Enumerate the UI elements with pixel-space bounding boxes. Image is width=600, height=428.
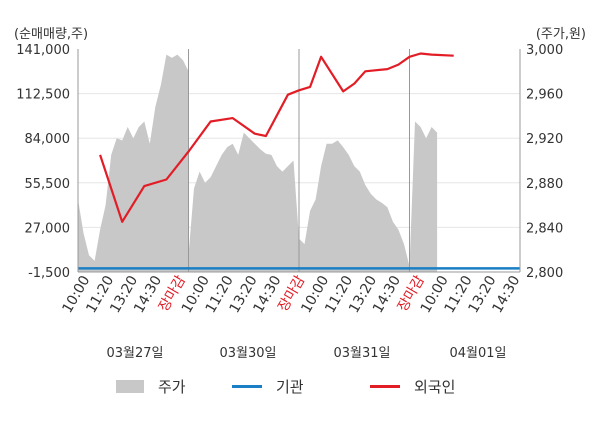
left-tick-label: 112,500 [16,88,70,103]
date-label: 03월30일 [219,346,276,361]
legend-label-institution: 기관 [276,377,304,396]
date-label: 03월31일 [333,346,390,361]
price-area-series [78,54,438,272]
axis-label-layer: (순매매량,주) (주가,원) 141,000 112,500 84,000 55,5… [14,27,586,281]
left-axis-title: (순매매량,주) [14,27,88,42]
right-axis-title: (주가,원) [536,27,586,42]
right-tick-label: 2,920 [526,132,563,147]
left-tick-label: 84,000 [25,132,71,147]
left-tick-label: 141,000 [16,43,70,58]
institution-line-swatch-icon [232,384,262,388]
date-label: 03월27일 [106,346,163,361]
right-tick-label: 2,960 [526,88,563,103]
right-tick-label: 3,000 [526,43,563,58]
foreign-line-series [99,52,454,223]
series-line-layer [78,52,520,270]
date-label-layer: 03월27일 03월30일 03월31일 04월01일 [106,346,506,361]
day-divider-layer [188,49,410,272]
left-tick-label: 27,000 [25,221,71,236]
chart-legend: 주가 기관 외국인 [0,374,600,398]
price-area-layer [78,54,438,272]
x-tick-label-layer: 10:0011:2013:2014:30장마감10:0011:2013:2014… [59,273,523,316]
right-tick-label: 2,880 [526,177,563,192]
right-tick-label: 2,840 [526,221,563,236]
legend-label-foreign: 외국인 [414,377,456,396]
legend-label-price: 주가 [158,377,186,396]
left-tick-label: 55,500 [25,177,71,192]
plot-frame [77,49,521,273]
left-tick-label: -1,500 [28,266,70,281]
legend-item-institution: 기관 [232,374,304,398]
right-tick-label: 2,800 [526,266,563,281]
price-area-swatch-icon [116,379,144,393]
legend-item-foreign: 외국인 [370,374,455,398]
legend-item-price: 주가 [116,374,186,398]
foreign-line-swatch-icon [370,384,400,388]
date-label: 04월01일 [449,346,506,361]
